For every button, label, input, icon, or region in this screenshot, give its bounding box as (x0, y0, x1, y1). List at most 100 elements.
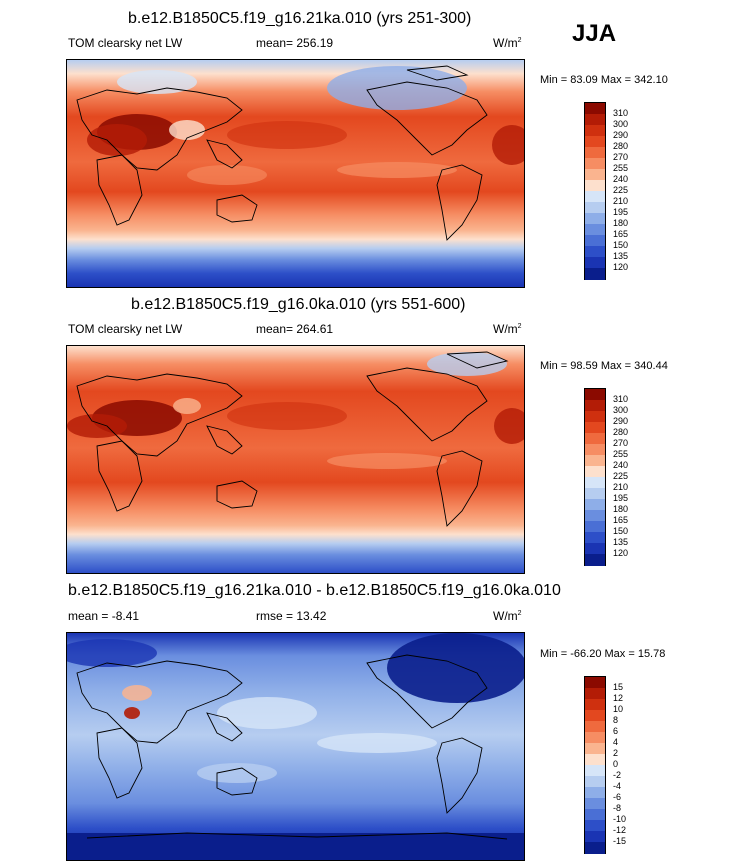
colorbar-swatch (585, 510, 605, 522)
panel-1-title: b.e12.B1850C5.f19_g16.21ka.010 (yrs 251-… (128, 10, 472, 27)
colorbar-swatch (585, 532, 605, 544)
colorbar-tick-label: -6 (613, 792, 622, 802)
colorbar-swatch (585, 235, 605, 247)
colorbar-tick-label: -8 (613, 803, 622, 813)
panel-1-minmax: Min = 83.09 Max = 342.10 (540, 74, 668, 86)
colorbar-tick-label: -4 (613, 781, 622, 791)
colorbar-tick-label: 180 (613, 218, 629, 228)
colorbar-tick-label: 195 (613, 493, 629, 503)
colorbar-swatch (585, 444, 605, 456)
colorbar-swatch (585, 820, 605, 832)
panel-1-units-label: W/m2 (493, 36, 522, 50)
colorbar-swatch (585, 268, 605, 280)
panel-2-colorbar (584, 388, 606, 566)
colorbar-swatch (585, 776, 605, 788)
colorbar-tick-label: 290 (613, 130, 629, 140)
colorbar-swatch (585, 103, 605, 115)
colorbar-swatch (585, 477, 605, 489)
colorbar-swatch (585, 842, 605, 854)
panel-2-map (66, 345, 525, 574)
colorbar-tick-label: 270 (613, 438, 629, 448)
colorbar-tick-label: 210 (613, 482, 629, 492)
colorbar-swatch (585, 543, 605, 555)
panel-3-units-label: W/m2 (493, 609, 522, 623)
colorbar-swatch (585, 710, 605, 722)
panel-2-units-label: W/m2 (493, 322, 522, 336)
colorbar-swatch (585, 224, 605, 236)
colorbar-tick-label: 15 (613, 682, 624, 692)
colorbar-swatch (585, 499, 605, 511)
panel-2-variable-label: TOM clearsky net LW (68, 322, 183, 336)
colorbar-swatch (585, 688, 605, 700)
colorbar-swatch (585, 831, 605, 843)
panel-3-title: b.e12.B1850C5.f19_g16.21ka.010 - b.e12.B… (68, 582, 561, 599)
colorbar-swatch (585, 180, 605, 192)
colorbar-swatch (585, 114, 605, 126)
colorbar-tick-label: 240 (613, 174, 629, 184)
colorbar-tick-label: 165 (613, 229, 629, 239)
colorbar-tick-label: 225 (613, 471, 629, 481)
colorbar-tick-label: 2 (613, 748, 619, 758)
colorbar-swatch (585, 422, 605, 434)
colorbar-tick-label: 280 (613, 141, 629, 151)
colorbar-swatch (585, 257, 605, 269)
colorbar-tick-label: 210 (613, 196, 629, 206)
colorbar-tick-label: 195 (613, 207, 629, 217)
colorbar-tick-label: 255 (613, 449, 629, 459)
colorbar-tick-label: 120 (613, 548, 629, 558)
panel-3-rmse-label: rmse = 13.42 (256, 609, 327, 623)
panel-2-minmax: Min = 98.59 Max = 340.44 (540, 360, 668, 372)
colorbar-tick-label: 300 (613, 119, 629, 129)
panel-1-map (66, 59, 525, 288)
season-label: JJA (572, 20, 617, 47)
colorbar-tick-label: 180 (613, 504, 629, 514)
colorbar-swatch (585, 809, 605, 821)
colorbar-swatch (585, 400, 605, 412)
colorbar-swatch (585, 787, 605, 799)
colorbar-tick-label: 150 (613, 526, 629, 536)
colorbar-tick-label: 300 (613, 405, 629, 415)
colorbar-tick-label: 165 (613, 515, 629, 525)
panel-2-title: b.e12.B1850C5.f19_g16.0ka.010 (yrs 551-6… (131, 296, 466, 313)
colorbar-swatch (585, 765, 605, 777)
colorbar-swatch (585, 411, 605, 423)
colorbar-tick-label: 6 (613, 726, 619, 736)
panel-1-colorbar (584, 102, 606, 280)
colorbar-tick-label: 270 (613, 152, 629, 162)
colorbar-swatch (585, 147, 605, 159)
colorbar-tick-label: 310 (613, 394, 629, 404)
colorbar-swatch (585, 202, 605, 214)
colorbar-swatch (585, 136, 605, 148)
colorbar-swatch (585, 798, 605, 810)
colorbar-swatch (585, 721, 605, 733)
colorbar-swatch (585, 191, 605, 203)
colorbar-swatch (585, 169, 605, 181)
colorbar-swatch (585, 754, 605, 766)
colorbar-tick-label: 10 (613, 704, 624, 714)
colorbar-tick-label: 120 (613, 262, 629, 272)
colorbar-tick-label: 150 (613, 240, 629, 250)
colorbar-swatch (585, 554, 605, 566)
colorbar-swatch (585, 488, 605, 500)
panel-3-mean-label: mean = -8.41 (68, 609, 140, 623)
colorbar-swatch (585, 743, 605, 755)
colorbar-tick-label: 255 (613, 163, 629, 173)
colorbar-tick-label: 310 (613, 108, 629, 118)
panel-1-variable-label: TOM clearsky net LW (68, 36, 183, 50)
panel-3-colorbar (584, 676, 606, 854)
colorbar-tick-label: 0 (613, 759, 619, 769)
panel-3-minmax: Min = -66.20 Max = 15.78 (540, 648, 666, 660)
colorbar-swatch (585, 521, 605, 533)
panel-2-mean-label: mean= 264.61 (256, 322, 334, 336)
colorbar-tick-label: 240 (613, 460, 629, 470)
colorbar-tick-label: 4 (613, 737, 619, 747)
colorbar-swatch (585, 677, 605, 689)
colorbar-tick-label: 8 (613, 715, 619, 725)
colorbar-tick-label: 135 (613, 537, 629, 547)
colorbar-swatch (585, 125, 605, 137)
colorbar-tick-label: 135 (613, 251, 629, 261)
colorbar-swatch (585, 213, 605, 225)
panel-1-mean-label: mean= 256.19 (256, 36, 334, 50)
colorbar-swatch (585, 433, 605, 445)
colorbar-tick-label: -15 (613, 836, 627, 846)
